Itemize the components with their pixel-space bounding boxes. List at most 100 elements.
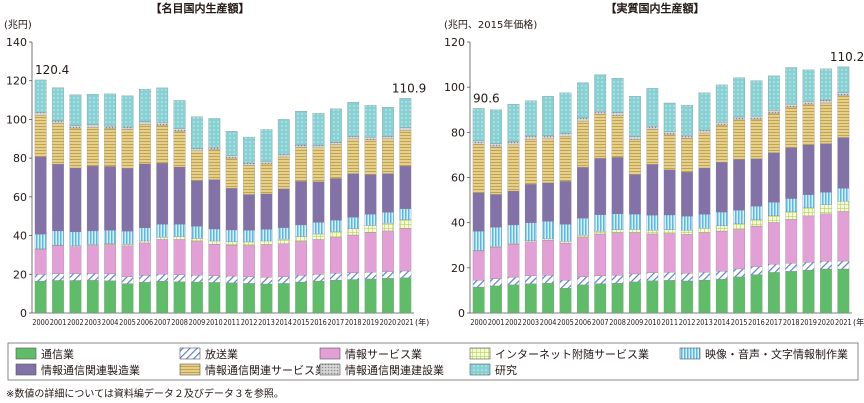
right-bar-media-production-2018	[785, 198, 798, 212]
right-bar-research-2011	[663, 102, 676, 133]
left-bar-research-2021	[399, 98, 412, 128]
right-bar-broadcast-2012	[681, 273, 693, 282]
left-bar-ict-manufacturing-2004	[104, 166, 116, 231]
right-bar-research-2017	[768, 75, 780, 111]
left-bar-broadcast-2011	[225, 275, 238, 283]
left-bar-internet-service-2003	[86, 244, 99, 246]
left-bar-media-production-2012	[243, 230, 255, 243]
left-bar-broadcast-2005	[121, 276, 134, 284]
left-x-tick-label: 2020	[380, 317, 397, 327]
right-bar-ict-manufacturing-2004	[542, 182, 554, 222]
legend: 通信業 放送業 情報サービス業 インターネット附随サービス業 映像・音声・文字情報制作業…	[15, 347, 848, 377]
left-y-tick-label: 0	[20, 307, 27, 320]
left-bar-media-production-2005	[121, 230, 134, 245]
right-bar-internet-service-2021	[837, 201, 850, 212]
right-bar-ict-related-service-2000	[472, 144, 485, 193]
left-bar-research-2013	[260, 129, 273, 162]
left-bar-ict-related-service-2006	[139, 124, 151, 165]
left-bar-ict-manufacturing-2005	[121, 168, 134, 232]
left-bar-info-service-2016	[312, 239, 325, 275]
right-bar-media-production-2009	[629, 213, 641, 230]
left-y-tick-label: 140	[6, 36, 27, 49]
right-bar-internet-service-2008	[611, 229, 624, 233]
left-bar-research-2015	[295, 110, 307, 146]
right-bar-internet-service-2015	[733, 223, 745, 230]
right-bar-ict-construction-2004	[542, 135, 554, 140]
left-x-tick-label: 2021	[397, 317, 414, 327]
right-bar-telecom-2012	[681, 280, 693, 314]
right-bar-telecom-2018	[785, 271, 798, 314]
legend-label-broadcast: 放送業	[205, 347, 238, 361]
left-bar-broadcast-2021	[399, 270, 412, 278]
legend-label-ict-construction: 情報通信関連建設業	[345, 363, 444, 377]
right-bar-broadcast-2017	[768, 264, 780, 273]
left-x-tick-label: 2016	[310, 317, 327, 327]
left-bar-info-service-2000	[34, 248, 47, 275]
left-bar-telecom-2004	[104, 280, 116, 314]
right-bar-telecom-2007	[594, 283, 607, 314]
right-bar-ict-manufacturing-2015	[733, 159, 745, 211]
right-bar-internet-service-2010	[646, 230, 659, 235]
left-bar-ict-manufacturing-2002	[69, 167, 82, 233]
right-bar-info-service-2012	[681, 234, 693, 274]
left-x-tick-label: 2008	[171, 317, 188, 327]
right-bar-research-2019	[802, 69, 815, 102]
left-bar-ict-manufacturing-2019	[364, 174, 377, 215]
left-bar-telecom-2019	[364, 278, 377, 314]
left-x-tick-label: 2005	[119, 317, 136, 327]
right-bar-ict-construction-2020	[820, 99, 832, 104]
right-y-tick-label: 120	[444, 36, 465, 49]
left-bar-ict-construction-2010	[208, 146, 221, 150]
left-total-label-2021: 110.9	[392, 81, 426, 95]
left-bar-ict-construction-2017	[330, 141, 342, 145]
right-bar-ict-related-service-2011	[663, 134, 676, 170]
right-bar-ict-related-service-2005	[559, 136, 572, 182]
left-bar-ict-related-service-2000	[34, 115, 47, 157]
left-bar-ict-related-service-2013	[260, 163, 273, 195]
right-bar-research-2018	[785, 67, 798, 105]
right-bar-ict-manufacturing-2006	[577, 167, 589, 219]
right-bar-internet-service-2009	[629, 229, 641, 233]
right-x-tick-label: 2005	[557, 317, 574, 327]
legend-label-telecom: 通信業	[41, 348, 74, 361]
left-bar-ict-construction-2008	[173, 128, 186, 132]
left-bar-ict-related-service-2020	[382, 138, 394, 174]
left-bar-media-production-2001	[52, 230, 64, 246]
left-bar-telecom-2020	[382, 278, 394, 314]
right-bar-broadcast-2020	[820, 261, 832, 270]
right-y-tick-label: 40	[451, 217, 465, 230]
left-bar-ict-construction-2004	[104, 125, 116, 129]
left-x-tick-label: 2011	[223, 317, 240, 327]
left-bar-internet-service-2009	[191, 238, 203, 242]
right-bar-broadcast-2018	[785, 263, 798, 272]
legend-swatch-media-production	[679, 347, 701, 360]
right-bar-info-service-2010	[646, 233, 659, 273]
right-bar-media-production-2017	[768, 202, 780, 216]
right-bar-telecom-2011	[663, 280, 676, 314]
right-bar-ict-related-service-2013	[698, 132, 711, 169]
left-bar-info-service-2021	[399, 228, 412, 272]
left-bar-broadcast-2010	[208, 275, 221, 283]
legend-label-research: 研究	[495, 363, 517, 377]
left-bar-ict-related-service-2011	[225, 158, 238, 189]
right-bar-ict-manufacturing-2011	[663, 169, 676, 216]
left-x-tick-label: 2000	[32, 317, 49, 327]
legend-frame	[7, 342, 859, 381]
left-y-tick-label: 80	[13, 152, 27, 165]
right-bar-broadcast-2019	[802, 262, 815, 271]
left-bar-media-production-2007	[156, 224, 169, 238]
left-bar-research-2003	[86, 94, 99, 125]
left-bar-research-2017	[330, 108, 342, 143]
right-bar-info-service-2000	[472, 250, 485, 281]
right-bar-info-service-2016	[750, 225, 763, 267]
right-bar-internet-service-2004	[542, 238, 554, 241]
left-bar-ict-manufacturing-2016	[312, 181, 325, 223]
left-bar-ict-related-service-2014	[277, 156, 290, 190]
left-bar-info-service-2009	[191, 241, 203, 276]
left-bar-telecom-2005	[121, 283, 134, 314]
right-bar-info-service-2019	[802, 215, 815, 263]
right-bar-research-2004	[542, 96, 554, 136]
right-bar-research-2007	[594, 74, 607, 112]
left-x-tick-label: 2004	[102, 317, 119, 327]
